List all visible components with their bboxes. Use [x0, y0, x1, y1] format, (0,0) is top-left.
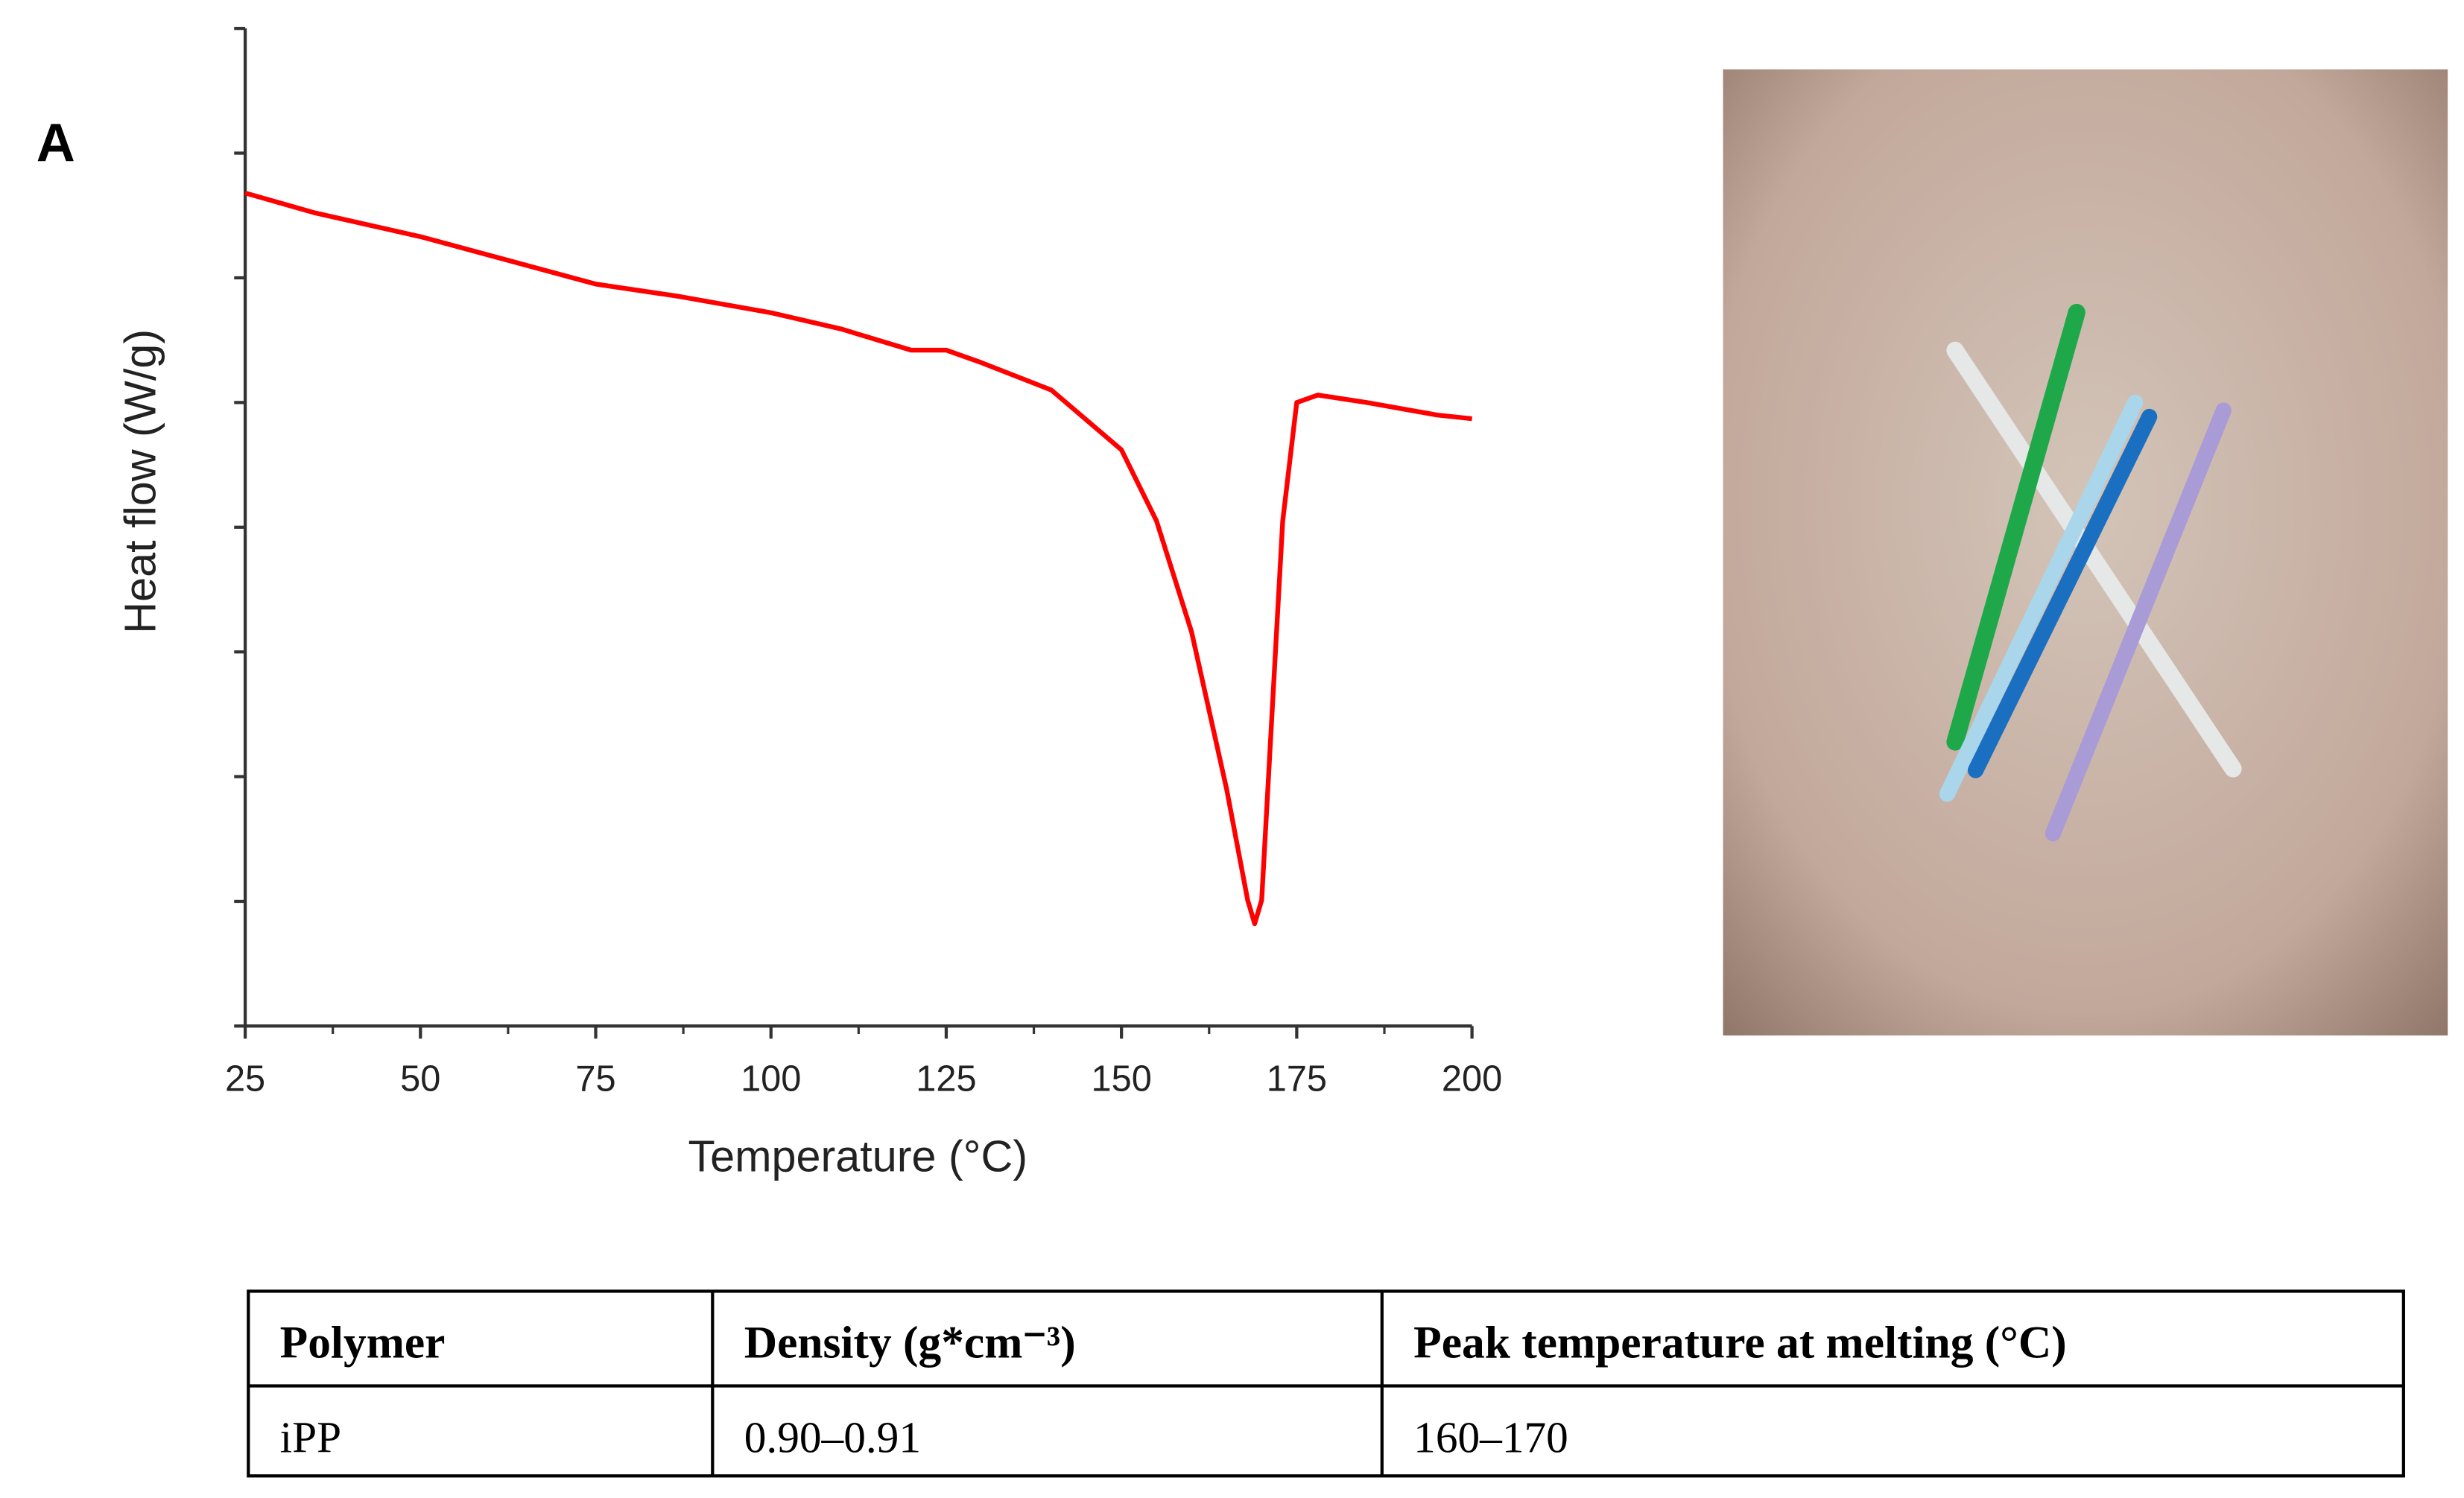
table-header: Density (g*cm⁻³) — [744, 1317, 1076, 1368]
panel-label: A — [37, 113, 75, 173]
table-border — [247, 1289, 2405, 1478]
table-header: Peak temperature at melting (°C) — [1413, 1317, 2066, 1368]
straw — [1946, 303, 2085, 751]
y-axis-title: Heat flow (W/g) — [115, 329, 165, 634]
x-tick-label: 50 — [400, 1059, 440, 1099]
table-cell: iPP — [280, 1413, 341, 1462]
photo — [1723, 69, 2448, 1036]
straw — [2045, 402, 2232, 842]
x-tick-label: 175 — [1267, 1059, 1327, 1099]
straw — [1939, 394, 2144, 802]
table: Polymer Density (g*cm⁻³) Peak temperatur… — [247, 1289, 2405, 1478]
x-tick-label: 150 — [1092, 1059, 1152, 1099]
straw — [1967, 408, 2158, 778]
x-axis-title: Temperature (°C) — [688, 1131, 1027, 1181]
table-cell: 0.90–0.91 — [744, 1413, 921, 1462]
x-tick-label: 125 — [916, 1059, 976, 1099]
data-line — [244, 191, 1472, 927]
table-cell: 160–170 — [1413, 1413, 1568, 1462]
x-tick-label: 25 — [225, 1059, 265, 1099]
x-tick-label: 75 — [575, 1059, 615, 1099]
x-tick-label: 200 — [1442, 1059, 1502, 1099]
x-tick-label: 100 — [741, 1059, 801, 1099]
straw — [1946, 341, 2242, 778]
table-header: Polymer — [280, 1317, 446, 1368]
